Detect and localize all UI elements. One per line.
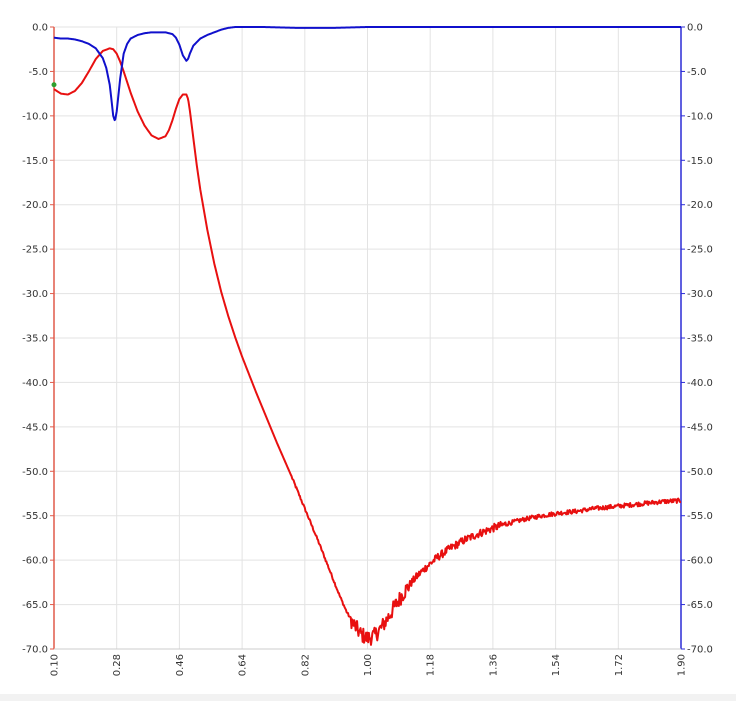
footer-bar <box>0 694 736 701</box>
left-y-tick-label: -40.0 <box>22 378 48 389</box>
left-y-tick-label: -35.0 <box>22 334 48 345</box>
left-y-tick-label: -10.0 <box>22 111 48 122</box>
left-y-tick-label: 0.0 <box>32 23 48 34</box>
right-y-tick-label: -65.0 <box>687 600 713 611</box>
x-tick-label: 0.64 <box>238 654 249 676</box>
right-y-tick-label: -35.0 <box>687 334 713 345</box>
right-y-tick-label: -40.0 <box>687 378 713 389</box>
left-y-tick-label: -50.0 <box>22 467 48 478</box>
left-y-tick-label: -60.0 <box>22 556 48 567</box>
x-tick-label: 0.82 <box>300 654 311 676</box>
right-y-tick-label: -55.0 <box>687 511 713 522</box>
left-y-tick-label: -30.0 <box>22 289 48 300</box>
axes <box>50 26 685 650</box>
right-y-tick-label: 0.0 <box>687 23 703 34</box>
start-marker <box>51 82 57 88</box>
x-tick-label: 0.28 <box>112 654 123 676</box>
x-tick-label: 1.54 <box>551 654 562 676</box>
x-tick-label: 0.10 <box>50 654 61 676</box>
x-tick-label: 1.18 <box>426 654 437 676</box>
left-y-tick-label: -65.0 <box>22 600 48 611</box>
x-tick-labels: 0.10 0.28 0.46 0.64 0.82 1.00 1.18 1.36 1.54 1.72… <box>50 654 688 676</box>
series-layer <box>53 26 682 646</box>
right-y-tick-label: -45.0 <box>687 422 713 433</box>
left-y-tick-label: -15.0 <box>22 156 48 167</box>
right-y-tick-label: -25.0 <box>687 245 713 256</box>
left-y-tick-label: -55.0 <box>22 511 48 522</box>
left-y-tick-labels: 0.0 -5.0 -10.0 -15.0 -20.0 -25.0 -30.0 -35.0 -40… <box>22 23 48 656</box>
blue-series-line <box>53 26 682 122</box>
x-tick-label: 1.90 <box>677 654 688 676</box>
right-y-tick-label: -70.0 <box>687 645 713 656</box>
right-y-tick-label: -5.0 <box>687 67 707 78</box>
right-y-tick-label: -10.0 <box>687 111 713 122</box>
right-y-tick-label: -60.0 <box>687 556 713 567</box>
red-series-line <box>53 47 682 646</box>
x-tick-label: 1.36 <box>488 654 499 676</box>
horizontal-gridlines <box>54 26 681 650</box>
marker-layer <box>51 82 57 88</box>
right-y-tick-label: -50.0 <box>687 467 713 478</box>
left-y-tick-label: -5.0 <box>28 67 48 78</box>
left-y-tick-label: -25.0 <box>22 245 48 256</box>
left-y-tick-label: -70.0 <box>22 645 48 656</box>
right-y-tick-labels: 0.0 -5.0 -10.0 -15.0 -20.0 -25.0 -30.0 -35.0 -40… <box>687 23 713 656</box>
x-tick-label: 1.72 <box>614 654 625 676</box>
x-tick-label: 0.46 <box>175 654 186 676</box>
left-y-tick-label: -20.0 <box>22 200 48 211</box>
left-y-tick-label: -45.0 <box>22 422 48 433</box>
right-y-tick-label: -20.0 <box>687 200 713 211</box>
right-y-tick-label: -30.0 <box>687 289 713 300</box>
x-tick-label: 1.00 <box>363 654 374 676</box>
right-y-tick-label: -15.0 <box>687 156 713 167</box>
